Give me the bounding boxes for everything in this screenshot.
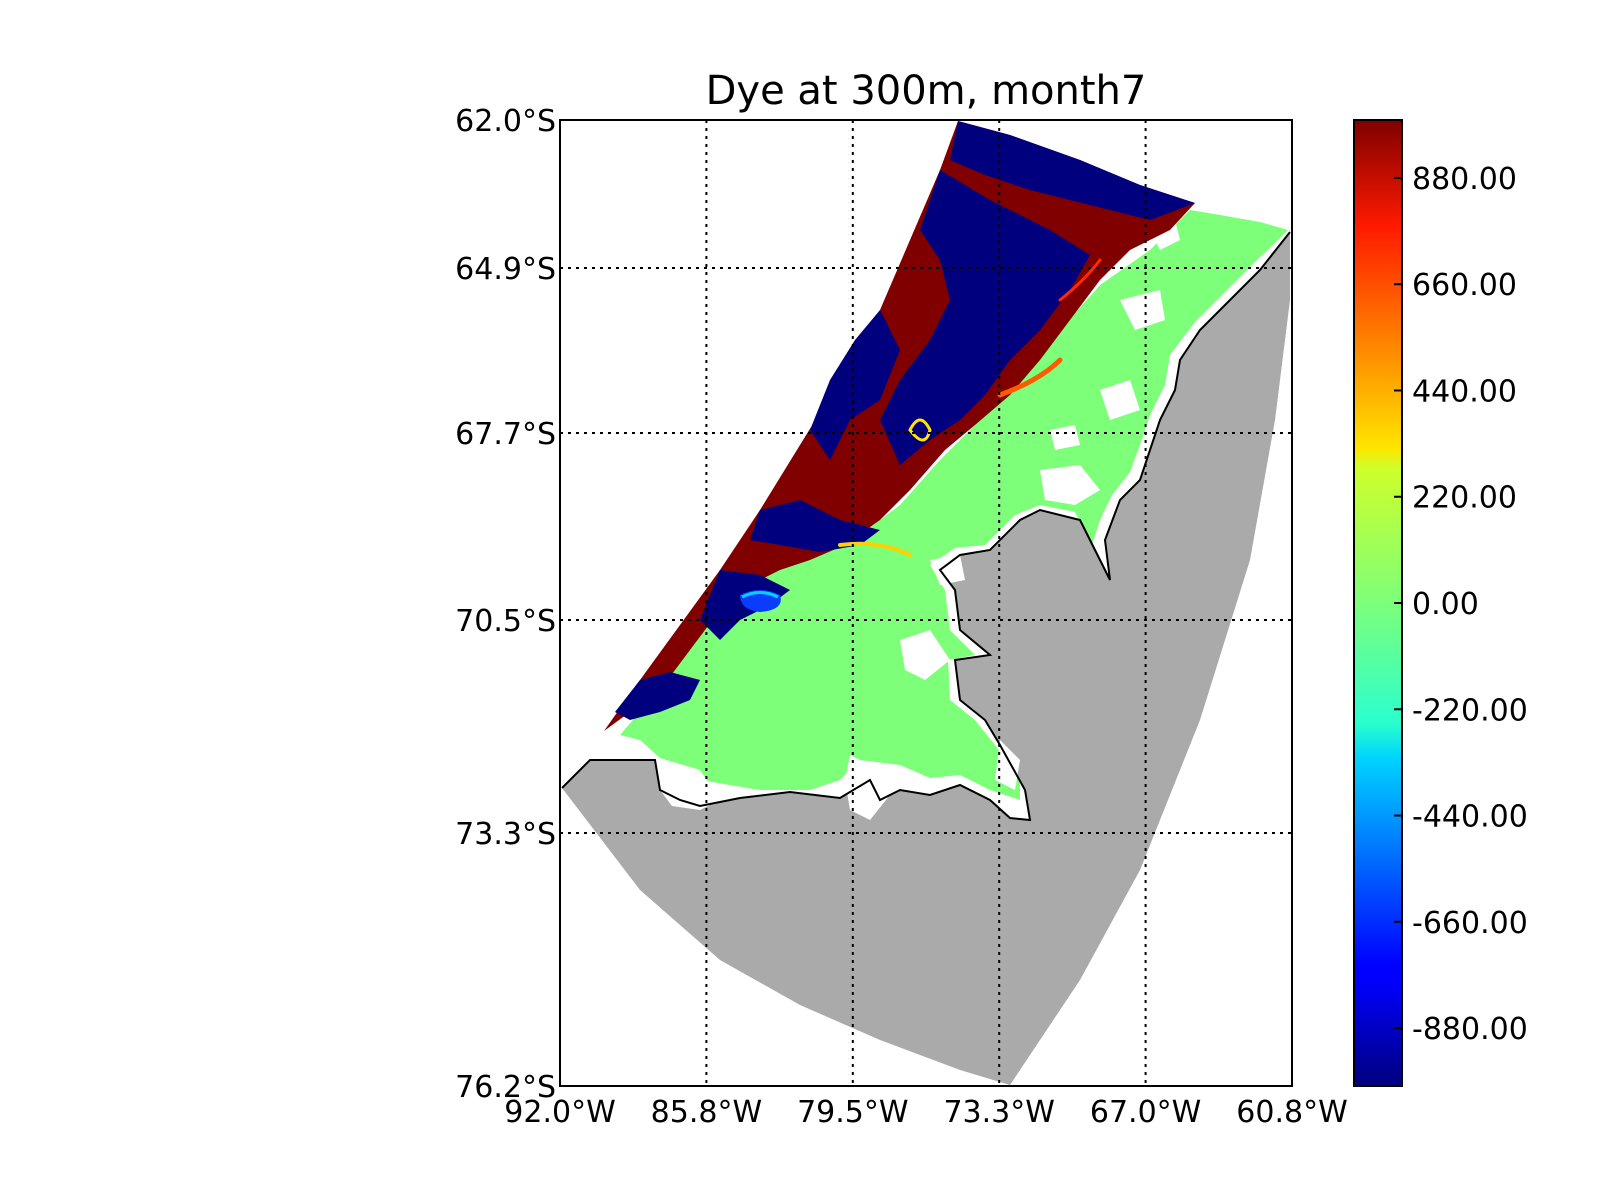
x-tick-label: 67.0°W bbox=[1090, 1095, 1201, 1130]
colorbar-tick-label: -660.00 bbox=[1412, 906, 1528, 941]
shelf-water bbox=[620, 210, 1288, 800]
map-title: Dye at 300m, month7 bbox=[706, 68, 1147, 114]
colorbar bbox=[1353, 119, 1403, 1087]
y-tick-label: 64.9°S bbox=[455, 252, 556, 287]
y-tick-label: 67.7°S bbox=[455, 417, 556, 452]
colorbar-ticks: 880.00 660.00 440.00 220.00 0.00 -220.00 -440.… bbox=[1394, 162, 1528, 1047]
y-tick-label: 73.3°S bbox=[455, 817, 556, 852]
x-tick-label: 79.5°W bbox=[797, 1095, 908, 1130]
y-tick-label: 62.0°S bbox=[455, 104, 556, 139]
colorbar-tick-label: 440.00 bbox=[1412, 374, 1517, 409]
colorbar-tick-label: -440.00 bbox=[1412, 800, 1528, 835]
colorbar-tick-label: -220.00 bbox=[1412, 693, 1528, 728]
x-tick-label: 85.8°W bbox=[651, 1095, 762, 1130]
colorbar-tick-label: 0.00 bbox=[1412, 587, 1479, 622]
x-tick-label: 92.0°W bbox=[504, 1095, 615, 1130]
coastline bbox=[561, 231, 1291, 822]
y-tick-label: 76.2°S bbox=[455, 1070, 556, 1105]
colorbar-tick-label: 660.00 bbox=[1412, 268, 1517, 303]
map-area bbox=[561, 121, 1291, 1085]
x-tick-label: 60.8°W bbox=[1236, 1095, 1347, 1130]
nodata-patches bbox=[660, 220, 1180, 820]
cold-eddy-rim bbox=[741, 591, 779, 599]
axes-frame bbox=[559, 119, 1293, 1087]
y-tick-label: 70.5°S bbox=[455, 604, 556, 639]
colorbar-tick-label: -880.00 bbox=[1412, 1012, 1528, 1047]
colorbar-tick-label: 220.00 bbox=[1412, 481, 1517, 516]
land-mask bbox=[562, 232, 1290, 1085]
x-tick-label: 73.3°W bbox=[943, 1095, 1054, 1130]
shelf-break-front bbox=[838, 258, 1102, 557]
x-tick-labels: 92.0°W 85.8°W 79.5°W 73.3°W 67.0°W 60.8°W bbox=[504, 1095, 1347, 1130]
gridlines bbox=[560, 120, 1292, 1086]
colorbar-tick-label: 880.00 bbox=[1412, 162, 1517, 197]
y-tick-labels: 62.0°S 64.9°S 67.7°S 70.5°S 73.3°S 76.2°S bbox=[455, 104, 556, 1105]
low-dye-filaments bbox=[615, 121, 1195, 720]
